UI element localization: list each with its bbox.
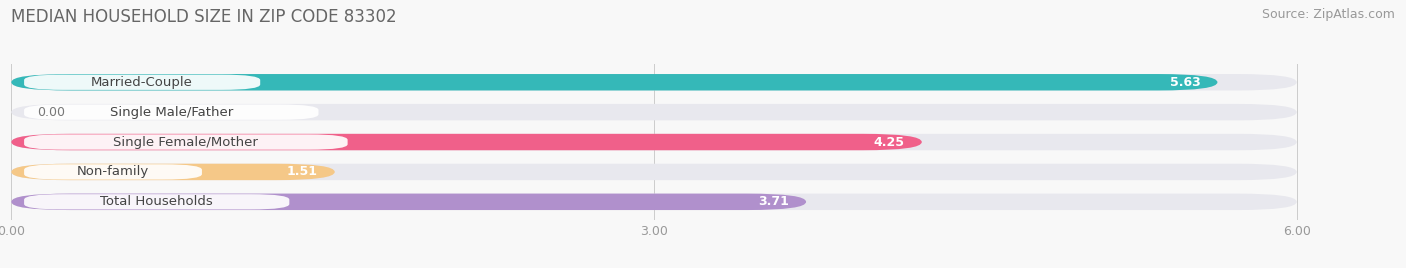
Text: Single Female/Mother: Single Female/Mother xyxy=(114,136,259,148)
FancyBboxPatch shape xyxy=(24,75,260,90)
Text: 3.71: 3.71 xyxy=(758,195,789,208)
Text: 5.63: 5.63 xyxy=(1170,76,1201,89)
Text: Non-family: Non-family xyxy=(77,165,149,178)
Text: MEDIAN HOUSEHOLD SIZE IN ZIP CODE 83302: MEDIAN HOUSEHOLD SIZE IN ZIP CODE 83302 xyxy=(11,8,396,26)
FancyBboxPatch shape xyxy=(11,74,1296,91)
FancyBboxPatch shape xyxy=(11,134,1296,150)
FancyBboxPatch shape xyxy=(24,194,290,210)
Text: 1.51: 1.51 xyxy=(287,165,318,178)
FancyBboxPatch shape xyxy=(24,135,347,150)
FancyBboxPatch shape xyxy=(11,104,1296,120)
FancyBboxPatch shape xyxy=(11,134,922,150)
FancyBboxPatch shape xyxy=(11,164,1296,180)
FancyBboxPatch shape xyxy=(24,164,202,180)
FancyBboxPatch shape xyxy=(11,193,1296,210)
FancyBboxPatch shape xyxy=(24,105,319,120)
Text: Total Households: Total Households xyxy=(100,195,214,208)
Text: 0.00: 0.00 xyxy=(37,106,65,119)
Text: Married-Couple: Married-Couple xyxy=(91,76,193,89)
Text: Source: ZipAtlas.com: Source: ZipAtlas.com xyxy=(1261,8,1395,21)
FancyBboxPatch shape xyxy=(11,74,1218,91)
Text: 4.25: 4.25 xyxy=(873,136,904,148)
Text: Single Male/Father: Single Male/Father xyxy=(110,106,233,119)
FancyBboxPatch shape xyxy=(11,193,806,210)
FancyBboxPatch shape xyxy=(11,164,335,180)
